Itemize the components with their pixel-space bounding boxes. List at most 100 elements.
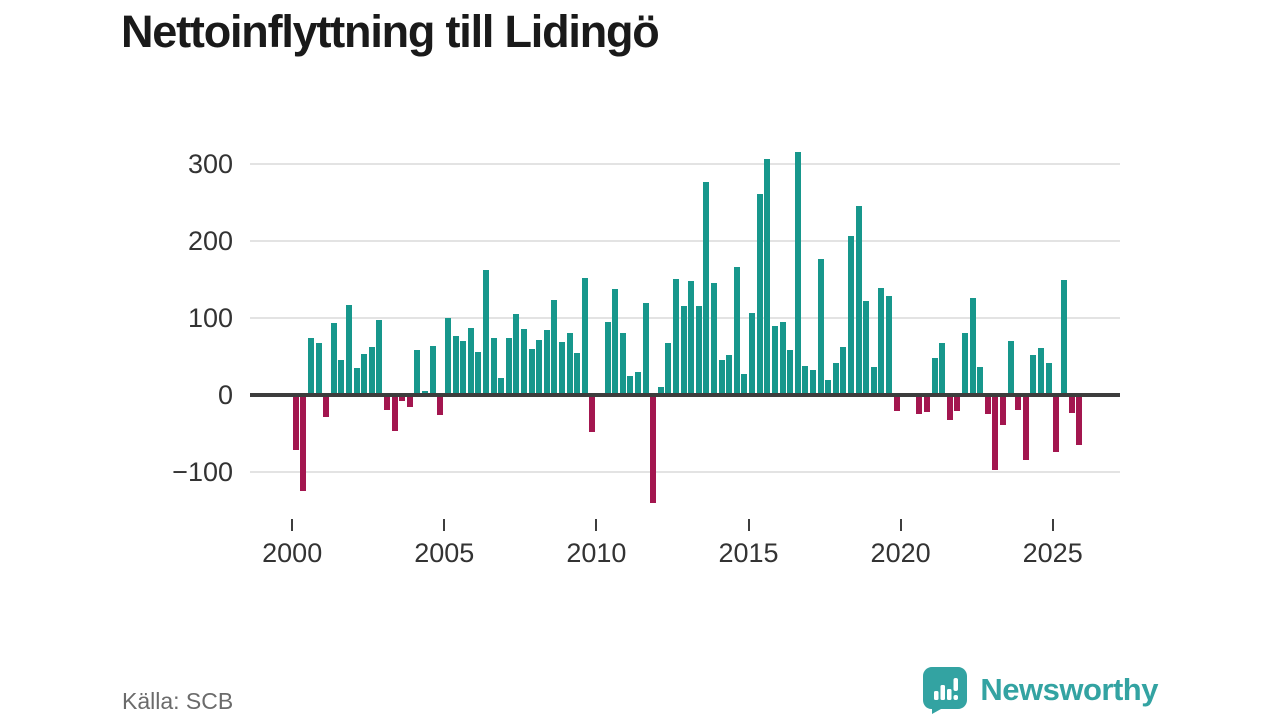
bar-2016-Q3 [794,151,801,395]
bar-2006-Q3 [490,338,497,395]
bar-2008-Q1 [536,340,543,395]
bar-2013-Q4 [711,282,718,395]
newsworthy-speech-bubble-chart-icon [923,666,968,714]
bar-2021-Q2 [939,342,946,395]
bar-2016-Q4 [802,365,809,395]
bar-2014-Q2 [726,354,733,395]
bar-2003-Q1 [384,395,391,411]
bar-2023-Q2 [1000,395,1007,426]
newsworthy-logo: Newsworthy [923,666,1158,714]
y-tick-label-300: 300 [187,149,233,179]
bar-2017-Q2 [817,259,824,395]
bar-2003-Q2 [391,395,398,432]
bar-2015-Q1 [749,312,756,395]
bar-2025-Q3 [1068,395,1075,414]
bar-2014-Q4 [741,374,748,395]
bar-2005-Q1 [444,318,451,395]
bar-2025-Q2 [1060,279,1067,395]
bar-2000-Q2 [300,395,307,492]
bar-2006-Q2 [482,270,489,395]
bar-2025-Q4 [1076,395,1083,446]
bar-2022-Q3 [977,367,984,395]
bar-2004-Q3 [429,346,436,395]
bar-2011-Q4 [650,395,657,503]
bar-2007-Q1 [505,338,512,395]
bar-2011-Q2 [635,371,642,395]
bar-2022-Q2 [969,297,976,395]
bar-2015-Q3 [764,159,771,395]
bar-2014-Q1 [718,360,725,395]
bar-2006-Q4 [498,378,505,395]
bar-2009-Q3 [581,277,588,395]
bar-2009-Q2 [574,352,581,395]
bar-2001-Q2 [330,322,337,395]
bar-2016-Q2 [787,349,794,395]
bar-2020-Q3 [916,395,923,415]
bar-2018-Q4 [863,301,870,395]
chart-title: Nettoinflyttning till Lidingö [121,6,660,57]
bar-2000-Q3 [308,338,314,395]
bar-2007-Q2 [513,314,520,395]
y-tick-label--100: −100 [172,457,233,487]
bar-2002-Q1 [353,368,360,395]
y-tick-label-200: 200 [187,226,233,256]
bar-2010-Q2 [604,321,611,395]
bar-2008-Q2 [543,330,550,395]
x-tick-label-2005: 2005 [414,538,475,568]
bar-2022-Q4 [984,395,991,415]
bar-2009-Q4 [589,395,596,432]
bar-2008-Q4 [558,341,565,395]
x-tick-2015 [747,519,750,531]
bar-2005-Q3 [460,341,467,395]
bar-2018-Q3 [855,205,862,395]
newsworthy-wordmark: Newsworthy [980,672,1158,707]
bar-2015-Q4 [771,325,778,395]
bar-2002-Q4 [376,320,383,395]
x-tick-2025 [1051,519,1054,531]
bar-2023-Q4 [1015,395,1022,411]
bar-2011-Q3 [642,302,649,395]
bar-2021-Q4 [954,395,961,412]
gridline--100 [250,471,1120,473]
bar-2005-Q4 [467,328,474,395]
bar-2010-Q4 [619,332,626,395]
bar-2018-Q1 [840,347,847,395]
x-tick-2010 [595,519,598,531]
bar-2022-Q1 [962,332,969,395]
bar-2004-Q1 [414,350,421,395]
bar-2012-Q4 [680,305,687,395]
bar-2014-Q3 [733,267,740,395]
bar-2007-Q3 [520,328,527,395]
bar-2001-Q3 [338,359,345,395]
bar-2009-Q1 [566,333,573,395]
bar-2004-Q4 [437,395,444,416]
x-tick-label-2020: 2020 [870,538,931,568]
bar-2021-Q3 [946,395,953,420]
x-tick-label-2010: 2010 [566,538,627,568]
bar-2019-Q3 [885,295,892,395]
bar-2005-Q2 [452,335,459,395]
bar-2007-Q4 [528,348,535,395]
bar-2019-Q4 [893,395,900,412]
bar-2020-Q4 [924,395,930,412]
bar-2019-Q2 [878,287,885,395]
x-tick-label-2025: 2025 [1022,538,1083,568]
bar-2025-Q1 [1053,395,1060,452]
y-tick-label-100: 100 [187,303,233,333]
bar-2023-Q1 [992,395,999,470]
bar-2024-Q1 [1022,395,1029,461]
x-tick-label-2000: 2000 [262,538,323,568]
zero-line [250,393,1120,397]
bar-2010-Q3 [612,288,619,395]
bar-2006-Q1 [475,351,482,395]
bar-2002-Q3 [368,347,375,395]
gridline-300 [250,163,1120,165]
bar-2024-Q2 [1030,354,1037,395]
bar-2021-Q1 [931,358,938,395]
bar-2012-Q2 [665,342,672,395]
x-tick-2005 [443,519,446,531]
bar-2015-Q2 [756,194,763,395]
bar-2012-Q1 [657,387,664,395]
